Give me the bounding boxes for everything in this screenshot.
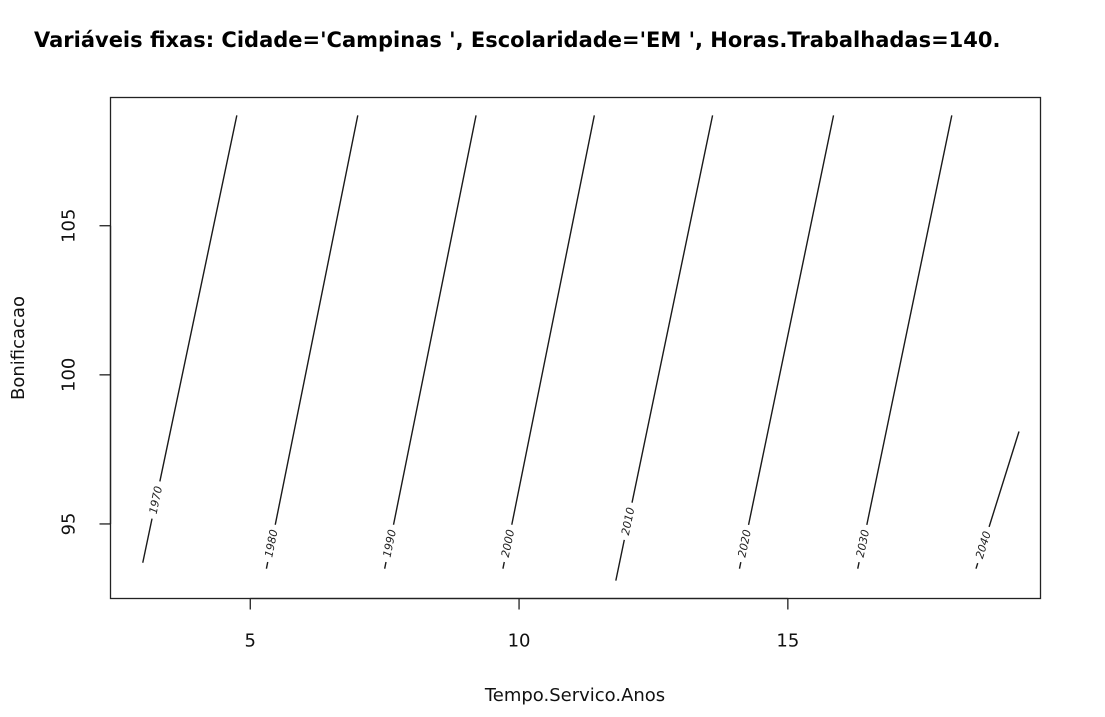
y-tick-label: 105 bbox=[59, 209, 80, 243]
x-axis-title: Tempo.Servico.Anos bbox=[484, 685, 665, 706]
contour-label-2040: 2040 bbox=[973, 530, 994, 561]
contour-line-1990 bbox=[383, 115, 477, 569]
contour-line-2030 bbox=[857, 115, 953, 569]
contour-line-2010 bbox=[615, 115, 714, 581]
contour-line-2020 bbox=[738, 115, 835, 569]
contour-label-1990: 1990 bbox=[381, 528, 399, 558]
contour-label-2010: 2010 bbox=[619, 506, 637, 536]
chart-title: Variáveis fixas: Cidade='Campinas ', Esc… bbox=[34, 28, 1001, 52]
contour-label-1970: 1970 bbox=[147, 485, 165, 515]
x-tick-label: 15 bbox=[776, 631, 799, 652]
contour-line-1980 bbox=[265, 115, 359, 569]
y-tick-label: 95 bbox=[59, 512, 80, 535]
contour-label-2030: 2030 bbox=[854, 528, 872, 558]
y-axis: 95 100 105 bbox=[59, 209, 112, 535]
y-axis-title: Bonificacao bbox=[8, 296, 29, 400]
plot-frame bbox=[109, 96, 1042, 600]
contour-label-2020: 2020 bbox=[735, 528, 753, 558]
contour-line-2040 bbox=[975, 431, 1020, 569]
contour-label-1980: 1980 bbox=[262, 528, 280, 558]
contour-line-1970 bbox=[142, 115, 238, 563]
y-tick-label: 100 bbox=[59, 358, 80, 392]
x-tick-label: 5 bbox=[245, 631, 256, 652]
x-axis: 5 10 15 bbox=[245, 597, 799, 652]
contour-lines: 1970 1980 1990 2000 2010 2020 2030 2040 bbox=[142, 115, 1020, 581]
contour-line-2000 bbox=[502, 115, 596, 569]
contour-label-2000: 2000 bbox=[499, 528, 517, 558]
x-tick-label: 10 bbox=[508, 631, 531, 652]
